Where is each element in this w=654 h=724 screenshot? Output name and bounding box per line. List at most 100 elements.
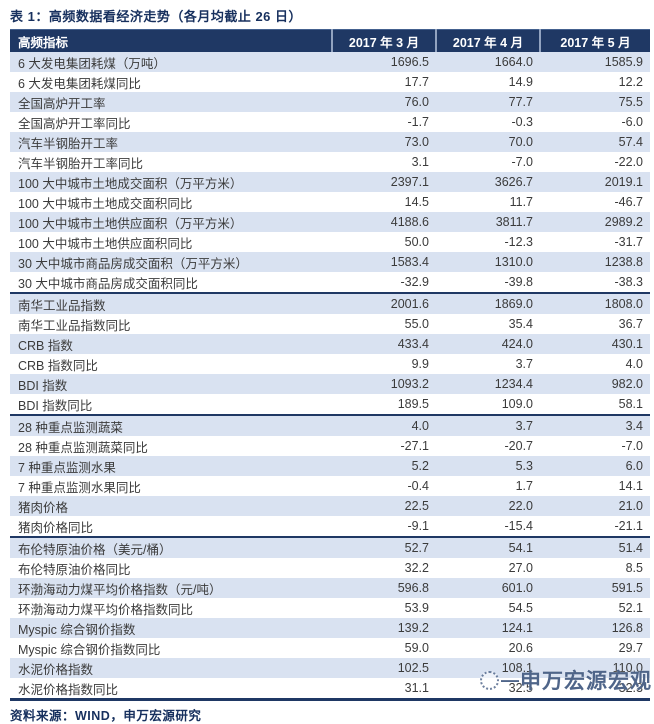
value-cell: 3626.7 <box>436 172 540 192</box>
table-row: 100 大中城市土地供应面积同比 50.0 -12.3 -31.7 <box>10 232 650 252</box>
indicator-label: 环渤海动力煤平均价格指数（元/吨） <box>10 578 332 598</box>
value-cell: 982.0 <box>540 374 650 394</box>
value-cell: 1310.0 <box>436 252 540 272</box>
value-cell: 32.2 <box>404 561 429 575</box>
value-cell: 8.5 <box>625 561 643 575</box>
indicator-label: 南华工业品指数同比 <box>18 318 131 333</box>
table-row: Myspic 综合钢价指数 139.2 124.1 126.8 <box>10 618 650 638</box>
table-row: 水泥价格指数同比 31.1 32.5 32.3 <box>10 678 650 700</box>
value-cell: 32.5 <box>508 681 533 695</box>
value-cell: 22.0 <box>436 496 540 516</box>
value-cell: 76.0 <box>332 92 436 112</box>
value-cell: -20.7 <box>504 439 534 453</box>
value-cell: 12.2 <box>618 75 643 89</box>
value-cell: 9.9 <box>411 357 429 371</box>
table-row: Myspic 综合钢价指数同比 59.0 20.6 29.7 <box>10 638 650 658</box>
value-cell: 31.1 <box>404 681 429 695</box>
value-cell: 21.0 <box>540 496 650 516</box>
table-row: 6 大发电集团耗煤同比 17.7 14.9 12.2 <box>10 72 650 92</box>
indicator-label: 水泥价格指数同比 <box>18 682 119 697</box>
value-cell: 14.5 <box>404 195 429 209</box>
value-cell: 54.1 <box>436 536 540 558</box>
value-cell: 1808.0 <box>540 292 650 314</box>
indicator-label: 30 大中城市商品房成交面积同比 <box>18 276 198 291</box>
indicator-label: 100 大中城市土地成交面积同比 <box>18 196 193 211</box>
table-row: 全国高炉开工率 76.0 77.7 75.5 <box>10 92 650 112</box>
value-cell: 70.0 <box>436 132 540 152</box>
indicator-label: 28 种重点监测蔬菜 <box>10 414 332 436</box>
value-cell: -15.4 <box>504 519 534 533</box>
value-cell: 596.8 <box>332 578 436 598</box>
value-cell: 73.0 <box>332 132 436 152</box>
value-cell: 2001.6 <box>332 292 436 314</box>
value-cell: -31.7 <box>614 235 644 249</box>
table-row: 汽车半钢胎开工率同比 3.1 -7.0 -22.0 <box>10 152 650 172</box>
value-cell: 53.9 <box>404 601 429 615</box>
table-row: 28 种重点监测蔬菜 4.0 3.7 3.4 <box>10 414 650 436</box>
value-cell: 126.8 <box>540 618 650 638</box>
table-row: BDI 指数 1093.2 1234.4 982.0 <box>10 374 650 394</box>
indicator-label: 南华工业品指数 <box>10 292 332 314</box>
table-row: 28 种重点监测蔬菜同比 -27.1 -20.7 -7.0 <box>10 436 650 456</box>
col-header-2017-04: 2017 年 4 月 <box>435 29 540 52</box>
value-cell: 3.4 <box>540 414 650 436</box>
value-cell: 1696.5 <box>332 52 436 72</box>
value-cell: 1585.9 <box>540 52 650 72</box>
value-cell: 32.3 <box>618 681 643 695</box>
indicator-label: CRB 指数同比 <box>18 358 98 373</box>
value-cell: 1234.4 <box>436 374 540 394</box>
value-cell: 1664.0 <box>436 52 540 72</box>
table-row: 布伦特原油价格（美元/桶） 52.7 54.1 51.4 <box>10 536 650 558</box>
value-cell: 4.0 <box>625 357 643 371</box>
header-row: 高频指标 2017 年 3 月 2017 年 4 月 2017 年 5 月 <box>10 29 650 52</box>
value-cell: 102.5 <box>332 658 436 678</box>
table-row: 南华工业品指数同比 55.0 35.4 36.7 <box>10 314 650 334</box>
indicator-label: 汽车半钢胎开工率同比 <box>18 156 144 171</box>
value-cell: 20.6 <box>508 641 533 655</box>
indicator-label: Myspic 综合钢价指数同比 <box>18 642 161 657</box>
indicator-label: BDI 指数同比 <box>18 398 93 413</box>
value-cell: 1093.2 <box>332 374 436 394</box>
value-cell: 14.9 <box>508 75 533 89</box>
value-cell: -0.4 <box>407 479 429 493</box>
table-row: 100 大中城市土地成交面积（万平方米） 2397.1 3626.7 2019.1 <box>10 172 650 192</box>
value-cell: 1583.4 <box>332 252 436 272</box>
indicator-label: 30 大中城市商品房成交面积（万平方米） <box>10 252 332 272</box>
value-cell: 124.1 <box>436 618 540 638</box>
indicator-label: 6 大发电集团耗煤（万吨） <box>10 52 332 72</box>
value-cell: 54.5 <box>508 601 533 615</box>
table-row: 猪肉价格 22.5 22.0 21.0 <box>10 496 650 516</box>
value-cell: 110.0 <box>540 658 650 678</box>
value-cell: 14.1 <box>618 479 643 493</box>
table-row: 环渤海动力煤平均价格指数（元/吨） 596.8 601.0 591.5 <box>10 578 650 598</box>
value-cell: 1238.8 <box>540 252 650 272</box>
value-cell: 36.7 <box>618 317 643 331</box>
indicator-label: BDI 指数 <box>10 374 332 394</box>
indicator-label: 7 种重点监测水果同比 <box>18 480 141 495</box>
value-cell: -7.0 <box>621 439 643 453</box>
value-cell: 51.4 <box>540 536 650 558</box>
value-cell: 5.2 <box>332 456 436 476</box>
indicator-label: 100 大中城市土地供应面积（万平方米） <box>10 212 332 232</box>
table-row: 6 大发电集团耗煤（万吨） 1696.5 1664.0 1585.9 <box>10 52 650 72</box>
value-cell: 50.0 <box>404 235 429 249</box>
value-cell: 1869.0 <box>436 292 540 314</box>
indicator-label: 全国高炉开工率同比 <box>18 116 131 131</box>
value-cell: 58.1 <box>618 397 643 411</box>
value-cell: 57.4 <box>540 132 650 152</box>
table-row: 全国高炉开工率同比 -1.7 -0.3 -6.0 <box>10 112 650 132</box>
value-cell: -7.0 <box>511 155 533 169</box>
table-row: 南华工业品指数 2001.6 1869.0 1808.0 <box>10 292 650 314</box>
col-header-2017-05: 2017 年 5 月 <box>539 29 650 52</box>
value-cell: -9.1 <box>407 519 429 533</box>
table-row: 30 大中城市商品房成交面积同比 -32.9 -39.8 -38.3 <box>10 272 650 293</box>
value-cell: 75.5 <box>540 92 650 112</box>
value-cell: 108.1 <box>436 658 540 678</box>
value-cell: -32.9 <box>400 275 430 289</box>
source-note: 资料来源：WIND，申万宏源研究 <box>10 709 202 723</box>
value-cell: 433.4 <box>332 334 436 354</box>
value-cell: 3.7 <box>436 414 540 436</box>
value-cell: 4188.6 <box>332 212 436 232</box>
indicator-label: 6 大发电集团耗煤同比 <box>18 76 141 91</box>
